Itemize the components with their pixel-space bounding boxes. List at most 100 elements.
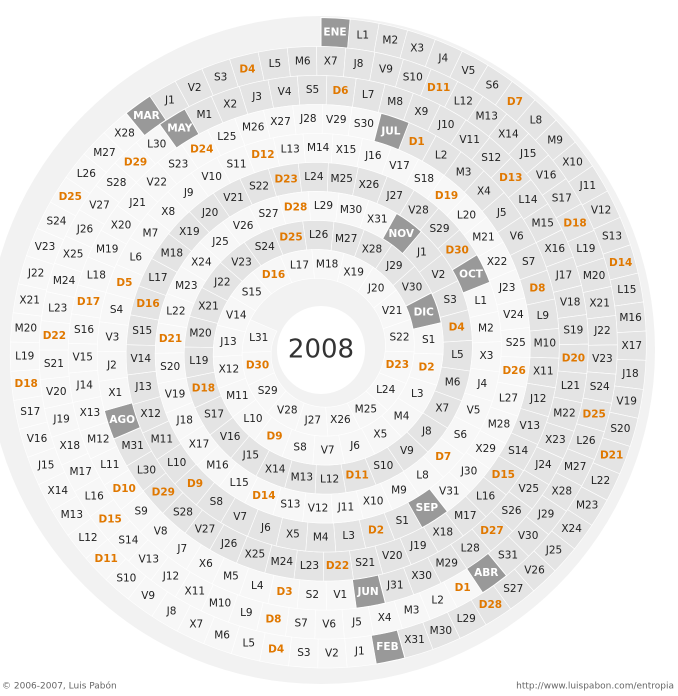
day-label: S15 [132, 325, 152, 337]
day-label: X5 [373, 429, 387, 441]
day-label: S21 [44, 358, 64, 370]
day-label: D29 [124, 157, 147, 169]
day-label: J22 [593, 325, 610, 337]
day-label: J21 [128, 197, 145, 209]
day-label: J19 [52, 413, 69, 425]
day-label: X14 [498, 128, 519, 140]
day-label: J1 [354, 646, 365, 658]
day-label: V27 [89, 199, 110, 211]
day-label: L3 [411, 388, 424, 400]
day-label: M27 [564, 461, 586, 473]
day-label: S10 [403, 72, 423, 84]
day-label: S17 [20, 406, 40, 418]
day-label: M9 [547, 135, 563, 147]
day-label: D7 [435, 451, 451, 463]
day-label: S13 [280, 499, 300, 511]
day-label: J15 [519, 148, 536, 160]
day-label: V25 [519, 483, 540, 495]
day-label: D22 [326, 560, 349, 572]
day-label: V4 [278, 86, 292, 98]
day-label: S31 [498, 550, 518, 562]
day-label: J4 [437, 52, 448, 64]
day-label: X7 [324, 55, 338, 67]
day-label: J8 [353, 58, 364, 70]
day-label: J16 [364, 150, 382, 162]
day-label: X20 [111, 219, 132, 231]
day-label: S14 [508, 445, 528, 457]
day-label: J26 [220, 538, 238, 550]
month-label: JUN [356, 586, 378, 598]
day-label: S2 [306, 589, 319, 601]
day-label: M11 [226, 390, 248, 402]
day-label: J18 [175, 415, 192, 427]
day-label: L8 [416, 470, 429, 482]
day-label: X14 [48, 485, 69, 497]
day-label: V15 [72, 352, 93, 364]
day-label: V14 [226, 309, 247, 321]
day-label: V23 [592, 353, 613, 365]
day-label: V30 [402, 281, 423, 293]
day-label: M15 [531, 218, 553, 230]
day-label: X17 [622, 340, 643, 352]
day-label: D15 [99, 513, 122, 525]
day-label: V17 [389, 160, 410, 172]
day-label: X30 [411, 570, 432, 582]
day-label: V20 [382, 550, 403, 562]
day-label: V26 [233, 220, 254, 232]
day-label: S24 [255, 241, 275, 253]
day-label: S4 [110, 304, 124, 316]
year: 2008 [288, 335, 354, 365]
day-label: L25 [217, 131, 236, 143]
day-label: V9 [379, 63, 393, 75]
day-label: M26 [242, 122, 265, 134]
day-label: V7 [321, 445, 335, 457]
day-label: M20 [583, 270, 605, 282]
day-label: X3 [480, 350, 494, 362]
day-label: S26 [502, 505, 522, 517]
day-label: V12 [591, 205, 612, 217]
day-label: L26 [309, 229, 329, 241]
day-label: D4 [239, 63, 255, 75]
day-label: L10 [167, 457, 186, 469]
day-label: M14 [307, 142, 330, 154]
day-label: L1 [357, 29, 370, 41]
day-label: M11 [151, 433, 173, 445]
day-label: M17 [454, 510, 476, 522]
day-label: X24 [561, 523, 582, 535]
day-label: S13 [602, 230, 622, 242]
day-label: X28 [114, 127, 135, 139]
day-label: J7 [176, 543, 187, 555]
day-label: V7 [233, 511, 247, 523]
day-label: L6 [129, 251, 142, 263]
day-label: L16 [476, 491, 496, 503]
day-label: J11 [579, 180, 596, 192]
day-label: V5 [461, 65, 475, 77]
day-label: V8 [154, 525, 168, 537]
day-label: D19 [435, 190, 458, 202]
day-label: M6 [295, 55, 311, 67]
day-label: D11 [346, 470, 369, 482]
day-label: V22 [147, 176, 168, 188]
day-label: S29 [429, 223, 449, 235]
day-label: V13 [520, 420, 541, 432]
center-hole [277, 306, 365, 394]
day-label: S12 [481, 152, 501, 164]
day-label: M29 [436, 558, 458, 570]
day-label: S19 [563, 324, 583, 336]
day-label: M21 [472, 232, 494, 244]
day-label: X21 [589, 297, 610, 309]
day-label: X12 [140, 408, 161, 420]
day-label: M30 [340, 204, 362, 216]
day-label: S1 [396, 515, 409, 527]
day-label: J23 [498, 282, 515, 294]
day-label: X31 [404, 634, 425, 646]
day-label: S20 [610, 423, 630, 435]
day-label: S20 [160, 361, 180, 373]
day-label: L11 [100, 459, 119, 471]
day-label: J27 [386, 190, 403, 202]
day-label: D11 [427, 82, 450, 94]
day-label: M18 [316, 259, 338, 271]
day-label: J19 [409, 540, 426, 552]
day-label: L29 [314, 200, 333, 212]
day-label: D6 [332, 85, 348, 97]
